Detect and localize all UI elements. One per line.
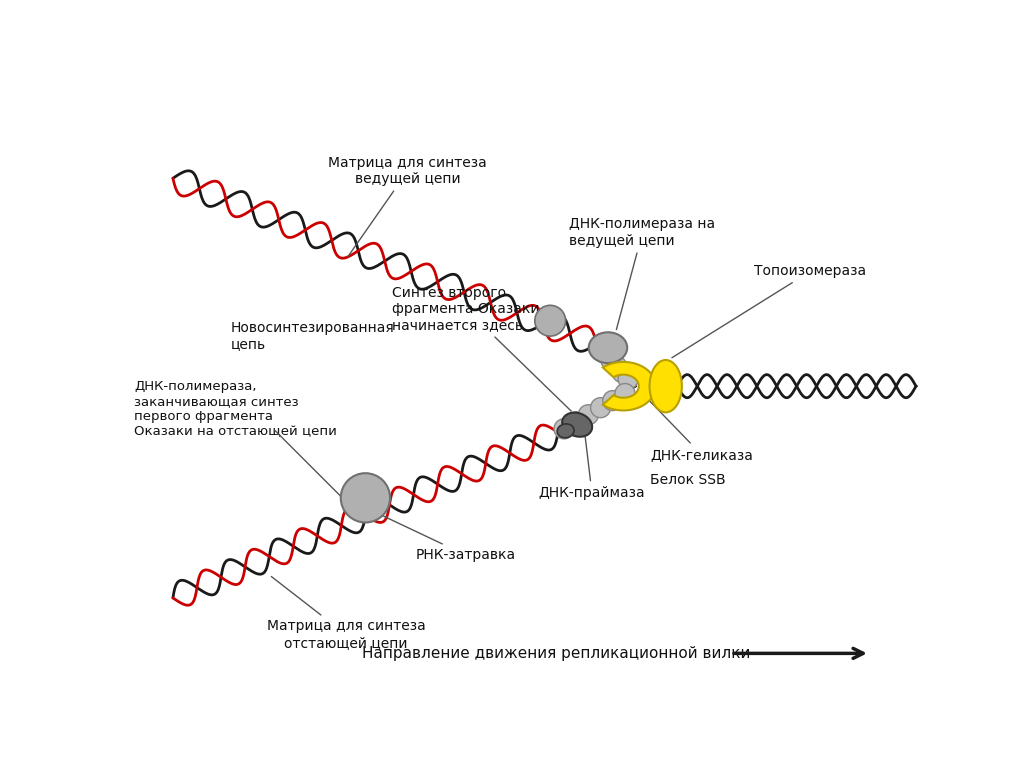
Text: ДНК-полимераза,
заканчивающая синтез
первого фрагмента
Оказаки на отстающей цепи: ДНК-полимераза, заканчивающая синтез пер… [134, 380, 337, 438]
Circle shape [554, 419, 574, 439]
Circle shape [606, 357, 627, 377]
Text: ДНК-праймаза: ДНК-праймаза [539, 436, 645, 500]
Polygon shape [603, 362, 655, 410]
Circle shape [591, 397, 610, 418]
Circle shape [589, 337, 609, 357]
Circle shape [601, 350, 621, 370]
Text: ДНК-полимераза на
ведущей цепи: ДНК-полимераза на ведущей цепи [569, 217, 716, 330]
Circle shape [595, 344, 615, 364]
Text: Синтез второго
фрагмента Оказаки
начинается здесь: Синтез второго фрагмента Оказаки начинае… [392, 286, 571, 411]
Ellipse shape [562, 413, 592, 436]
Text: Направление движения репликационной вилки: Направление движения репликационной вилк… [361, 646, 750, 661]
Circle shape [612, 363, 633, 383]
Text: Матрица для синтеза
отстающей цепи: Матрица для синтеза отстающей цепи [267, 577, 426, 650]
Circle shape [579, 405, 598, 425]
Ellipse shape [589, 332, 628, 363]
Circle shape [603, 390, 623, 410]
Text: ДНК-геликаза: ДНК-геликаза [648, 400, 754, 462]
Circle shape [535, 305, 565, 336]
Ellipse shape [557, 424, 574, 438]
Text: Топоизомераза: Топоизомераза [672, 265, 866, 357]
Circle shape [618, 369, 638, 389]
Text: РНК-затравка: РНК-затравка [372, 511, 515, 562]
Text: Белок SSB: Белок SSB [650, 473, 726, 487]
Text: Матрица для синтеза
ведущей цепи: Матрица для синтеза ведущей цепи [329, 156, 487, 257]
Circle shape [615, 384, 635, 403]
Circle shape [566, 412, 586, 432]
Ellipse shape [649, 360, 682, 413]
Circle shape [341, 473, 390, 522]
Text: Новосинтезированная
цепь: Новосинтезированная цепь [230, 321, 394, 351]
